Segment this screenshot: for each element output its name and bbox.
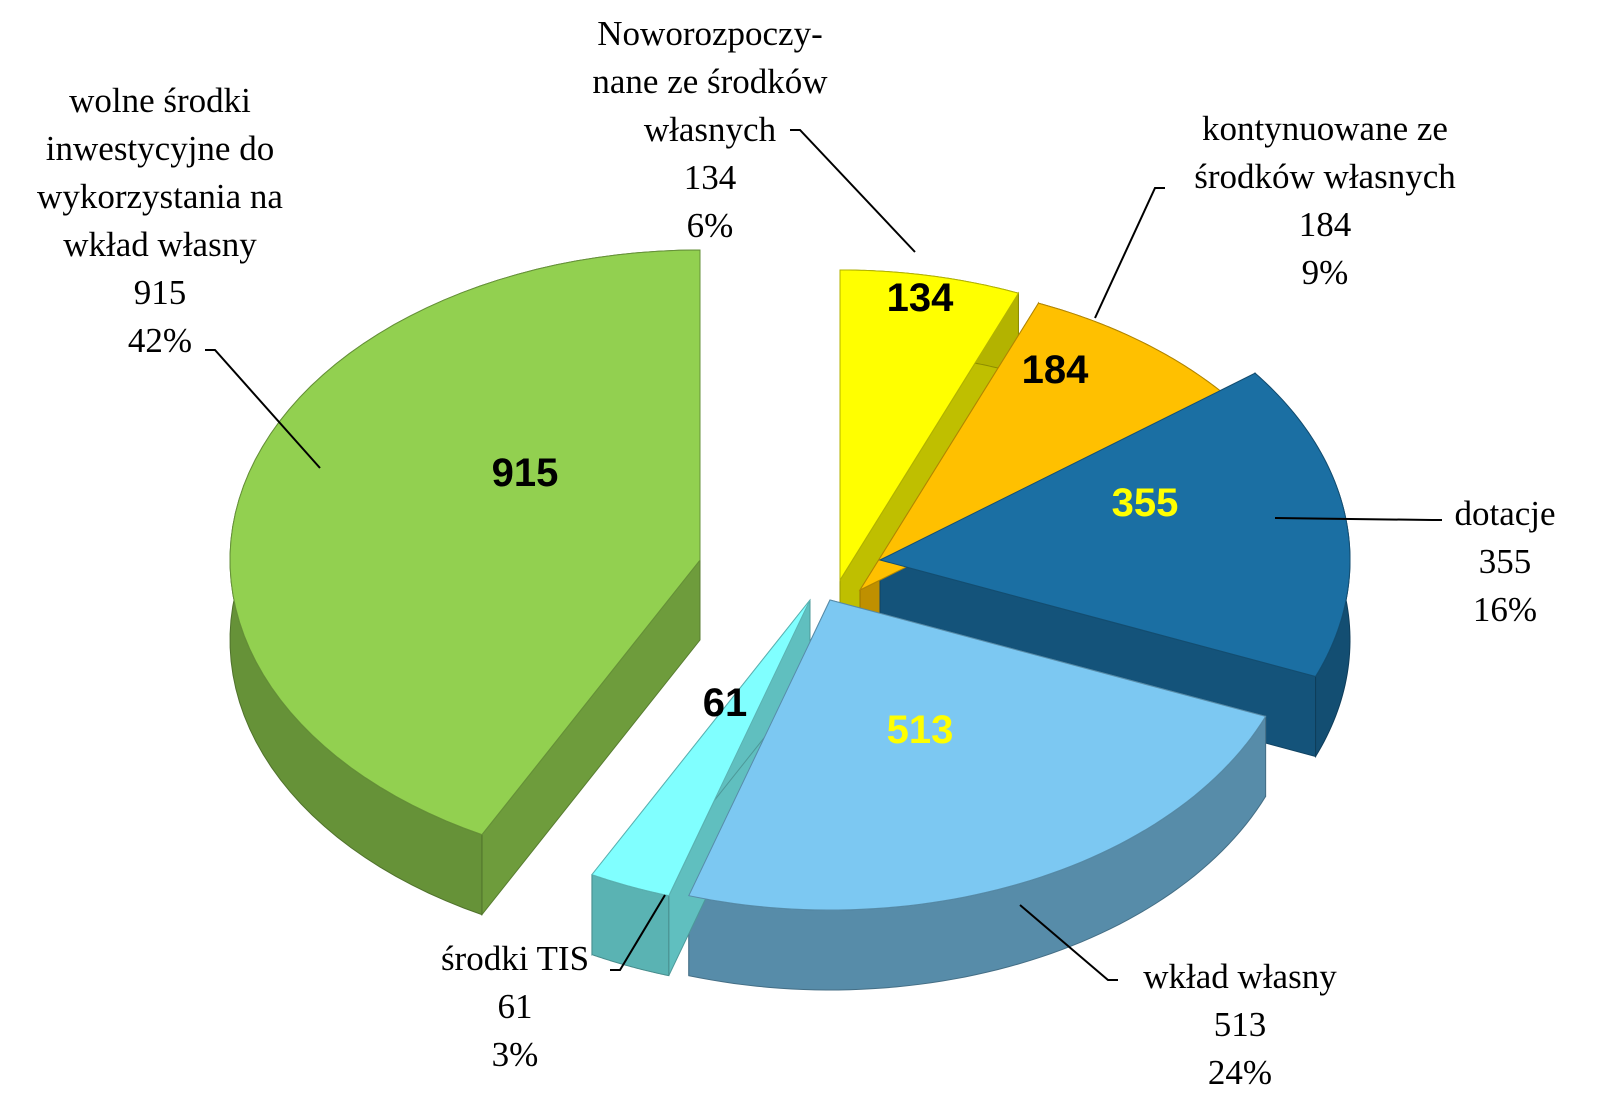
value-label: 915 (134, 273, 187, 312)
category-label: środki TIS (441, 939, 589, 978)
leader-line (1019, 904, 1118, 981)
leader-line (610, 894, 666, 971)
category-label: kontynuowane ze środków własnych (1194, 109, 1456, 196)
slice-value-label: 355 (1112, 481, 1179, 525)
percent-label: 9% (1302, 253, 1349, 292)
slice (858, 302, 1237, 592)
slice-value-label: 184 (1022, 348, 1089, 392)
value-label: 513 (1214, 1005, 1267, 1044)
leader-line (790, 129, 916, 253)
percent-label: 3% (492, 1035, 539, 1074)
slice (688, 599, 1267, 911)
category-label: wolne środki inwestycyjne do wykorzystania… (37, 81, 283, 264)
slice-value-label: 61 (703, 681, 748, 725)
slice-value-label: 513 (887, 708, 954, 752)
percent-label: 24% (1208, 1053, 1272, 1092)
slice-value-label: 134 (887, 276, 954, 320)
slice (839, 269, 1020, 582)
value-label: 355 (1479, 542, 1532, 581)
slice (591, 599, 811, 897)
value-label: 134 (684, 158, 737, 197)
percent-label: 6% (687, 206, 734, 245)
leader-line (1274, 517, 1442, 521)
percent-label: 42% (128, 321, 192, 360)
slice (229, 249, 701, 836)
percent-label: 16% (1473, 590, 1537, 629)
value-label: 61 (498, 987, 533, 1026)
slice-value-label: 915 (492, 451, 559, 495)
category-label: dotacje (1454, 494, 1555, 533)
leader-line (1094, 187, 1165, 319)
category-label: Noworozpoczy-nane ze środków własnych (592, 14, 828, 149)
category-label: wkład własny (1143, 957, 1337, 996)
leader-line (205, 349, 321, 469)
value-label: 184 (1299, 205, 1352, 244)
